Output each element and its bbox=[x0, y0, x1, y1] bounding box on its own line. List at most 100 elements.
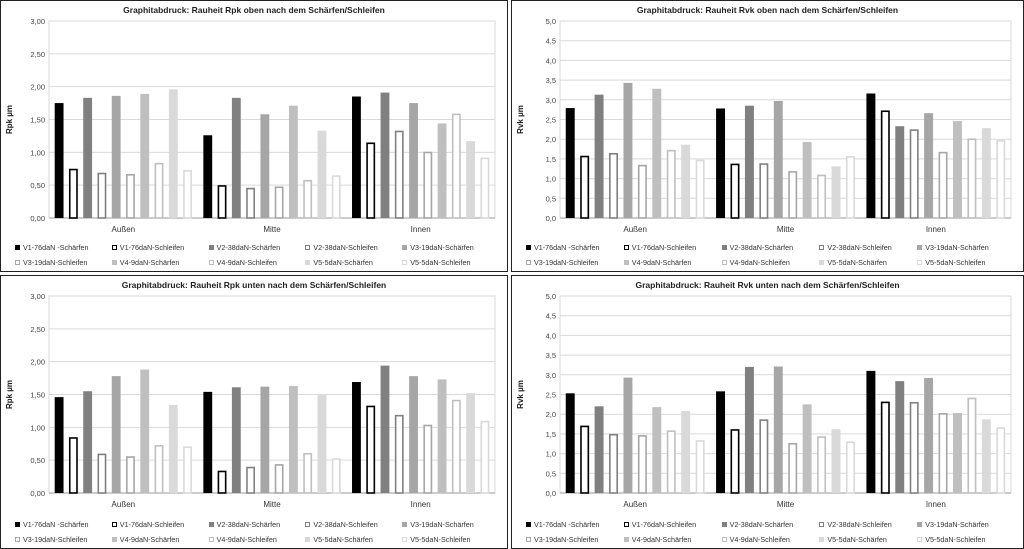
bar bbox=[637, 164, 647, 219]
bar bbox=[437, 123, 447, 218]
bar bbox=[303, 179, 313, 219]
legend-label: V4-9daN-Schärfen bbox=[119, 535, 180, 544]
chart-svg: Graphitabdruck: Rauheit Rvk oben nach de… bbox=[516, 5, 1012, 234]
legend-swatch bbox=[526, 245, 531, 250]
legend-label: V2-38daN-Schärfen bbox=[729, 520, 794, 529]
bar bbox=[352, 382, 361, 493]
legend-item: V3-19daN-Schärfen bbox=[402, 243, 499, 252]
legend-item: V5-5daN-Schleifen bbox=[917, 258, 1015, 267]
y-tick-label: 3,00 bbox=[30, 292, 45, 301]
bar bbox=[623, 82, 633, 218]
bar bbox=[217, 185, 227, 219]
x-category-label: Innen bbox=[411, 500, 431, 509]
x-category-label: Außen bbox=[112, 500, 136, 509]
bar bbox=[274, 464, 284, 494]
legend-swatch bbox=[819, 537, 825, 542]
legend-swatch bbox=[208, 522, 214, 527]
y-tick-label: 1,50 bbox=[30, 391, 45, 400]
legend-item: V2-38daN-Schleifen bbox=[819, 243, 917, 252]
y-tick-label: 1,5 bbox=[546, 155, 556, 164]
legend-label: V1-76daN -Schärfen bbox=[23, 243, 89, 252]
bar bbox=[126, 174, 135, 219]
chart-rvk-oben: Graphitabdruck: Rauheit Rvk oben nach de… bbox=[511, 0, 1024, 272]
bar bbox=[953, 121, 962, 218]
bar bbox=[637, 435, 647, 494]
y-tick-label: 0,50 bbox=[30, 456, 45, 465]
legend-swatch bbox=[305, 260, 311, 265]
y-tick-label: 0,5 bbox=[546, 194, 556, 203]
bar bbox=[451, 399, 461, 494]
y-tick-label: 0,00 bbox=[30, 214, 45, 223]
bar bbox=[466, 393, 476, 493]
bar bbox=[565, 393, 575, 493]
y-axis-label: Rpk µm bbox=[5, 380, 14, 409]
x-category-label: Mitte bbox=[777, 225, 795, 234]
bar bbox=[380, 365, 390, 493]
legend-swatch bbox=[721, 245, 727, 250]
bar bbox=[623, 377, 633, 493]
legend-label: V2-38daN-Schleifen bbox=[827, 520, 892, 529]
bar bbox=[140, 93, 150, 218]
legend-item: V3-19daN-Schärfen bbox=[402, 520, 499, 529]
y-tick-label: 2,50 bbox=[30, 325, 45, 334]
bar bbox=[580, 425, 590, 494]
legend-label: V3-19daN-Schleifen bbox=[534, 535, 599, 544]
x-category-label: Innen bbox=[926, 225, 946, 234]
legend-item: V1-76daN-Schleifen bbox=[111, 520, 209, 529]
bar bbox=[203, 391, 213, 493]
bar bbox=[938, 151, 948, 219]
legend-label: V1-76daN -Schärfen bbox=[534, 520, 600, 529]
bar bbox=[54, 397, 64, 493]
bar bbox=[895, 126, 905, 218]
y-axis-label: Rvk µm bbox=[516, 380, 525, 409]
bar bbox=[666, 149, 676, 219]
legend-swatch bbox=[305, 522, 311, 527]
bar bbox=[938, 413, 948, 494]
legend-swatch bbox=[623, 260, 629, 265]
bar bbox=[759, 419, 769, 494]
y-tick-label: 0,0 bbox=[546, 489, 556, 498]
chart-title: Graphitabdruck: Rauheit Rvk oben nach de… bbox=[637, 5, 898, 15]
bar bbox=[909, 401, 919, 494]
legend-item: V5-5daN-Schleifen bbox=[402, 258, 499, 267]
bar bbox=[231, 97, 241, 218]
legend-item: V5-5daN-Schleifen bbox=[402, 535, 499, 544]
y-tick-label: 3,5 bbox=[546, 76, 556, 85]
bar bbox=[866, 370, 876, 493]
bar bbox=[909, 129, 919, 219]
legend-label: V3-19daN-Schärfen bbox=[410, 243, 474, 252]
legend-item: V1-76daN -Schärfen bbox=[15, 520, 112, 529]
bar bbox=[981, 128, 991, 218]
bar bbox=[97, 453, 107, 494]
bar bbox=[681, 144, 691, 218]
bar bbox=[140, 369, 150, 493]
y-tick-label: 2,0 bbox=[546, 410, 556, 419]
y-tick-label: 3,00 bbox=[30, 17, 45, 26]
bar bbox=[217, 470, 227, 494]
legend-swatch bbox=[819, 245, 825, 250]
legend-swatch bbox=[111, 522, 117, 527]
bar bbox=[716, 391, 726, 493]
legend-item: V4-9daN-Schleifen bbox=[208, 535, 306, 544]
bar bbox=[423, 424, 433, 494]
bar bbox=[331, 175, 341, 219]
bar bbox=[260, 114, 270, 218]
legend-swatch bbox=[15, 537, 20, 542]
bar bbox=[331, 458, 341, 494]
legend-label: V3-19daN-Schleifen bbox=[534, 258, 599, 267]
bar bbox=[68, 437, 78, 494]
legend-label: V3-19daN-Schärfen bbox=[925, 520, 989, 529]
y-tick-label: 2,50 bbox=[30, 50, 45, 59]
legend-label: V5-5daN-Schärfen bbox=[827, 535, 887, 544]
legend-item: V3-19daN-Schleifen bbox=[15, 535, 112, 544]
y-tick-label: 1,50 bbox=[30, 116, 45, 125]
legend-swatch bbox=[623, 245, 629, 250]
legend-item: V3-19daN-Schleifen bbox=[526, 535, 624, 544]
y-tick-label: 4,5 bbox=[546, 37, 556, 46]
legend-item: V2-38daN-Schleifen bbox=[305, 520, 402, 529]
y-tick-label: 2,5 bbox=[546, 116, 556, 125]
legend-label: V4-9daN-Schärfen bbox=[631, 535, 692, 544]
bar bbox=[788, 442, 798, 494]
y-tick-label: 0,50 bbox=[30, 181, 45, 190]
bar bbox=[409, 376, 418, 493]
